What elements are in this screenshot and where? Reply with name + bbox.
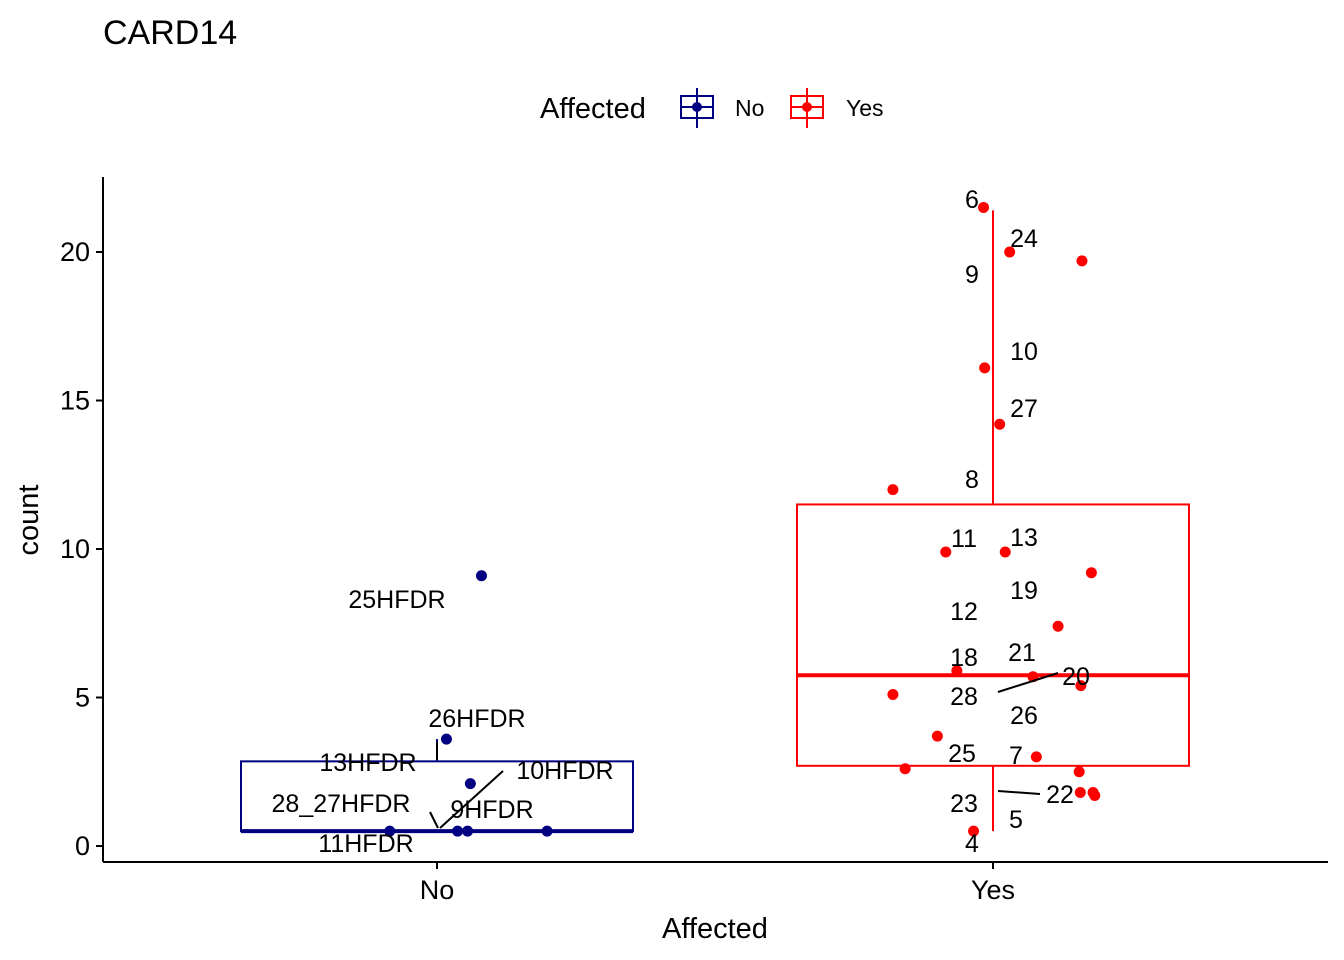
point-label: 18 (950, 644, 978, 672)
point-label: 26 (1010, 702, 1038, 730)
data-point (1085, 567, 1097, 579)
box-iqr (796, 503, 1190, 767)
point-label: 28 (950, 683, 978, 711)
data-point (887, 484, 899, 496)
data-point (994, 418, 1006, 430)
point-label: 11HFDR (318, 830, 413, 858)
data-point (978, 201, 990, 213)
data-point (440, 733, 452, 745)
legend-label-yes: Yes (846, 95, 884, 121)
data-point (979, 362, 991, 374)
point-label: 6 (965, 186, 979, 214)
data-point (999, 546, 1011, 558)
data-point (452, 825, 464, 837)
y-tick-label: 15 (60, 386, 90, 416)
point-label: 4 (965, 830, 979, 858)
y-ticks: 0 5 10 15 20 (60, 237, 103, 861)
point-labels: 25HFDR 26HFDR 10HFDR 11HFDR 9HFDR 28_27HFDR 13… (272, 186, 1090, 858)
point-label: 28_27HFDR (272, 790, 411, 818)
label-leader (429, 811, 439, 829)
point-label: 9HFDR (450, 796, 533, 824)
point-label: 13 (1010, 524, 1038, 552)
legend: Affected No Yes (540, 88, 884, 128)
point-label: 8 (965, 466, 979, 494)
point-label: 7 (1009, 742, 1023, 770)
data-point (899, 763, 911, 775)
point-label: 25 (948, 740, 976, 768)
y-tick-label: 10 (60, 534, 90, 564)
data-point (1074, 787, 1086, 799)
data-point (887, 689, 899, 701)
label-leader (997, 672, 1059, 693)
point-label: 5 (1009, 806, 1023, 834)
boxes (240, 210, 1190, 834)
data-point (384, 825, 396, 837)
y-tick-label: 5 (75, 683, 90, 713)
point-label: 21 (1008, 639, 1036, 667)
legend-key-no (680, 88, 714, 128)
points (384, 201, 1101, 837)
data-point (1073, 766, 1085, 778)
y-tick-label: 0 (75, 831, 90, 861)
data-point (1052, 620, 1064, 632)
point-label: 23 (950, 790, 978, 818)
x-tick-label: No (420, 875, 455, 905)
point-label: 10 (1010, 338, 1038, 366)
y-tick-label: 20 (60, 237, 90, 267)
point-label: 13HFDR (319, 749, 416, 777)
label-leader (439, 770, 504, 829)
data-point (541, 825, 553, 837)
data-point (1030, 751, 1042, 763)
data-point (931, 730, 943, 742)
data-point (968, 825, 980, 837)
point-label: 11 (951, 525, 977, 553)
legend-key-yes (790, 88, 824, 128)
point-label: 9 (965, 261, 979, 289)
data-point (462, 825, 474, 837)
point-label: 22 (1046, 781, 1074, 809)
data-point (1004, 246, 1016, 258)
x-tick-label: Yes (971, 875, 1015, 905)
data-point (1075, 680, 1087, 692)
point-label: 25HFDR (348, 586, 445, 614)
point-label: 24 (1010, 225, 1038, 253)
data-point (1076, 255, 1088, 267)
legend-label-no: No (735, 95, 764, 121)
point-label: 26HFDR (428, 705, 525, 733)
x-axis-title: Affected (662, 913, 768, 945)
point-label: 10HFDR (516, 757, 613, 785)
x-ticks: No Yes (420, 862, 1015, 905)
y-axis-title: count (13, 485, 45, 556)
label-leader (997, 790, 1041, 795)
data-point (464, 778, 476, 790)
box-yes (796, 210, 1190, 832)
data-point (1089, 790, 1101, 802)
point-label: 20 (1062, 663, 1090, 691)
data-point (951, 665, 963, 677)
data-point (940, 546, 952, 558)
legend-title: Affected (540, 93, 646, 125)
chart-title: CARD14 (103, 14, 237, 52)
point-label: 19 (1010, 577, 1038, 605)
point-label: 12 (950, 598, 978, 626)
point-label: 27 (1010, 395, 1038, 423)
data-point (475, 570, 487, 582)
